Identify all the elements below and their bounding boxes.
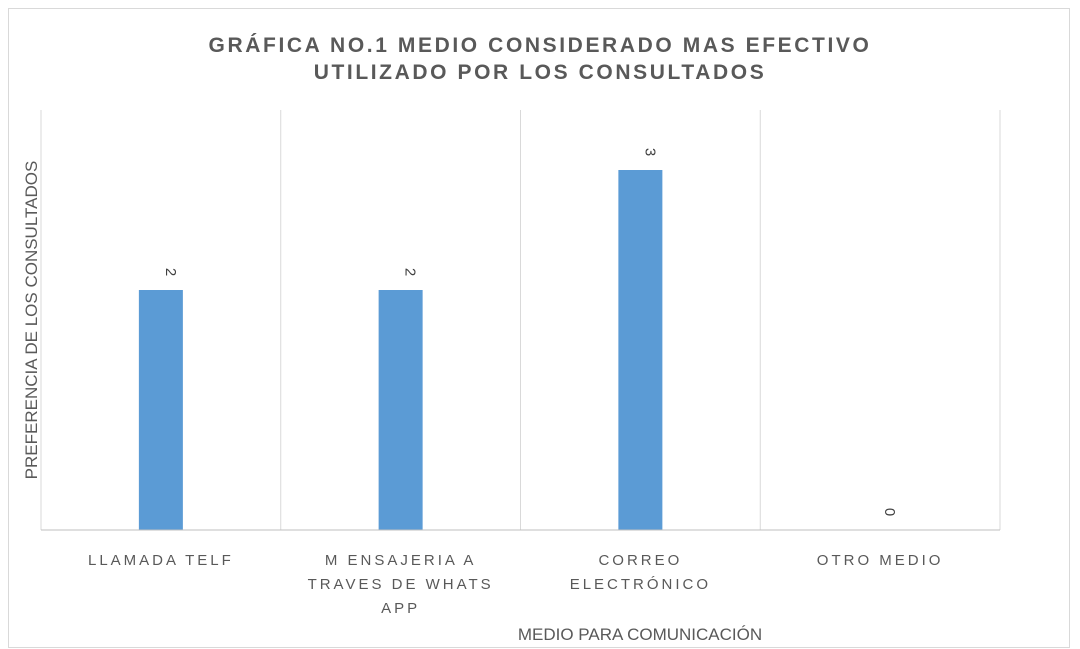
data-label: 2 xyxy=(162,268,179,276)
data-label: 2 xyxy=(402,268,419,276)
x-tick-labels: LLAMADA TELF M ENSAJERIA A TRAVES DE WHATS… xyxy=(88,552,944,617)
x-tick-label-line: APP xyxy=(381,600,420,617)
x-tick-label: CORREO ELECTRÓNICO xyxy=(570,552,711,593)
data-label: 0 xyxy=(881,508,898,516)
bar xyxy=(618,170,663,530)
data-label: 3 xyxy=(641,148,658,156)
x-tick-label: LLAMADA TELF xyxy=(88,552,234,569)
x-tick-label-line: CORREO xyxy=(598,552,682,569)
chart-frame xyxy=(8,8,1070,648)
data-labels: 2 2 3 0 xyxy=(162,148,898,516)
chart-title-line-1: GRÁFICA NO.1 MEDIO CONSIDERADO MAS EFECT… xyxy=(209,34,872,57)
chart-title: GRÁFICA NO.1 MEDIO CONSIDERADO MAS EFECT… xyxy=(209,34,872,84)
chart-title-line-2: UTILIZADO POR LOS CONSULTADOS xyxy=(314,61,767,84)
bars xyxy=(138,170,663,530)
x-tick-label-line: OTRO MEDIO xyxy=(817,552,944,569)
x-axis-title: MEDIO PARA COMUNICACIÓN xyxy=(518,625,762,644)
x-tick-label-line: ELECTRÓNICO xyxy=(570,576,711,593)
x-tick-label-line: TRAVES DE WHATS xyxy=(308,576,494,593)
x-tick-label-line: LLAMADA TELF xyxy=(88,552,234,569)
x-tick-label: M ENSAJERIA A TRAVES DE WHATS APP xyxy=(308,552,494,617)
y-axis-title: PREFERENCIA DE LOS CONSULTADOS xyxy=(22,161,41,480)
x-tick-label: OTRO MEDIO xyxy=(817,552,944,569)
bar xyxy=(378,290,423,530)
bar xyxy=(138,290,183,530)
category-gridlines xyxy=(40,110,1001,530)
x-tick-label-line: M ENSAJERIA A xyxy=(325,552,477,569)
